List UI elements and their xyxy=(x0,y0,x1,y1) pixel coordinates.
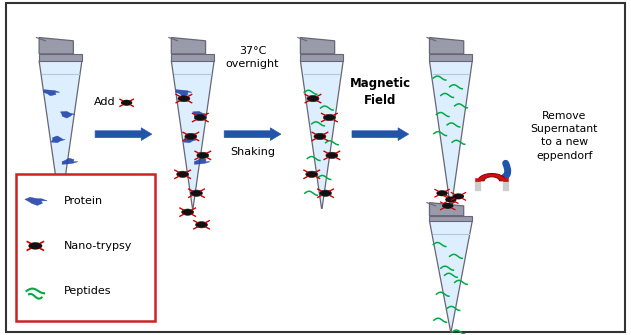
Text: Shaking: Shaking xyxy=(230,147,275,157)
Polygon shape xyxy=(39,61,82,208)
Polygon shape xyxy=(172,38,206,54)
Bar xyxy=(39,54,82,61)
Circle shape xyxy=(445,197,457,203)
Circle shape xyxy=(453,193,464,199)
Polygon shape xyxy=(300,61,343,208)
Circle shape xyxy=(194,114,206,121)
Polygon shape xyxy=(430,203,464,216)
Polygon shape xyxy=(61,112,75,118)
Text: Magnetic
Field: Magnetic Field xyxy=(350,77,411,108)
Polygon shape xyxy=(54,206,71,212)
Polygon shape xyxy=(192,112,207,118)
Circle shape xyxy=(314,133,326,140)
Circle shape xyxy=(307,95,319,102)
Text: Remove
Supernatant
to a new
eppendorf: Remove Supernatant to a new eppendorf xyxy=(531,111,598,160)
Circle shape xyxy=(177,171,189,178)
Polygon shape xyxy=(39,38,73,54)
Circle shape xyxy=(323,114,335,121)
Circle shape xyxy=(121,100,133,106)
Bar xyxy=(430,54,472,61)
Circle shape xyxy=(185,133,197,140)
Circle shape xyxy=(178,95,190,102)
Circle shape xyxy=(306,171,317,178)
Polygon shape xyxy=(300,38,334,54)
Polygon shape xyxy=(51,136,65,143)
Polygon shape xyxy=(430,38,464,54)
Polygon shape xyxy=(430,221,472,331)
Circle shape xyxy=(182,209,194,215)
Circle shape xyxy=(326,152,338,158)
Polygon shape xyxy=(44,184,61,189)
Text: 37°C
overnight: 37°C overnight xyxy=(226,46,280,69)
Circle shape xyxy=(319,190,331,196)
Polygon shape xyxy=(25,197,47,205)
Polygon shape xyxy=(95,128,152,140)
Bar xyxy=(172,54,214,61)
Text: Nano-trypsy: Nano-trypsy xyxy=(64,241,132,251)
FancyArrowPatch shape xyxy=(505,163,508,177)
Polygon shape xyxy=(62,158,78,164)
Circle shape xyxy=(442,203,454,209)
Polygon shape xyxy=(194,158,210,164)
Bar xyxy=(300,54,343,61)
Circle shape xyxy=(28,242,42,250)
Polygon shape xyxy=(430,61,472,208)
Polygon shape xyxy=(352,128,409,140)
Text: Peptides: Peptides xyxy=(64,286,111,296)
Text: Add: Add xyxy=(93,97,115,108)
Polygon shape xyxy=(175,90,192,96)
Polygon shape xyxy=(44,90,60,96)
Bar xyxy=(16,174,155,321)
Bar xyxy=(430,216,472,221)
Text: Protein: Protein xyxy=(64,196,103,206)
Polygon shape xyxy=(184,136,198,143)
Polygon shape xyxy=(172,61,214,208)
Polygon shape xyxy=(478,174,505,181)
Polygon shape xyxy=(224,128,281,140)
Circle shape xyxy=(196,221,208,228)
Circle shape xyxy=(197,152,209,158)
Circle shape xyxy=(191,190,203,196)
Circle shape xyxy=(437,190,448,196)
